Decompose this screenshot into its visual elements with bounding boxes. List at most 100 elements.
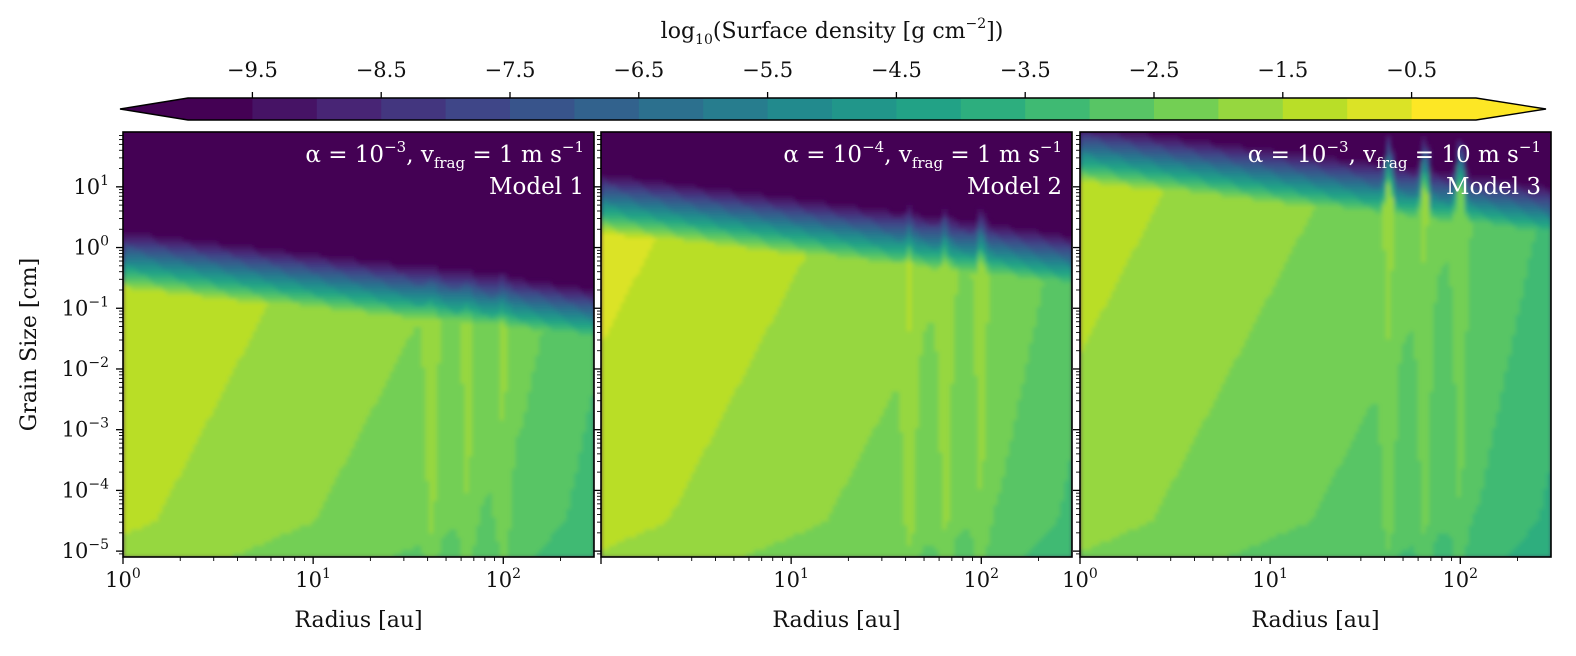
heatmap-cell (142, 273, 148, 279)
heatmap-cell (209, 411, 215, 417)
heatmap-cell (138, 548, 144, 554)
heatmap-cell (217, 370, 222, 376)
heatmap-cell (174, 455, 179, 461)
heatmap-cell (299, 285, 305, 291)
heatmap-cell (174, 524, 179, 530)
heatmap-cell (268, 322, 273, 328)
heatmap-cell (185, 540, 191, 546)
heatmap-cell (315, 302, 321, 307)
heatmap-cell (142, 544, 148, 550)
heatmap-cell (201, 520, 207, 526)
heatmap-cell (362, 552, 368, 557)
heatmap-cell (123, 463, 128, 469)
heatmap-cell (150, 476, 156, 481)
heatmap-cell (225, 528, 230, 534)
heatmap-cell (334, 415, 340, 421)
heatmap-cell (256, 285, 262, 291)
heatmap-cell (264, 536, 270, 542)
heatmap-cell (358, 366, 364, 372)
heatmap-cell (189, 253, 195, 259)
heatmap-cell (315, 265, 321, 271)
heatmap-cell (244, 443, 250, 449)
heatmap-cell (295, 382, 301, 388)
heatmap-cell (166, 362, 171, 368)
heatmap-cell (154, 435, 160, 441)
heatmap-cell (354, 387, 360, 392)
heatmap-cell (264, 277, 270, 283)
heatmap-cell (225, 265, 230, 271)
heatmap-cell (142, 302, 148, 307)
heatmap-cell (260, 532, 266, 538)
heatmap-cell (217, 459, 222, 465)
heatmap-cell (295, 415, 301, 421)
heatmap-cell (268, 407, 273, 413)
heatmap-cell (217, 467, 222, 473)
heatmap-cell (287, 338, 293, 344)
heatmap-cell (362, 500, 368, 506)
heatmap-cell (240, 472, 246, 477)
heatmap-cell (236, 306, 242, 311)
heatmap-cell (283, 467, 289, 473)
heatmap-cell (244, 540, 250, 546)
heatmap-cell (177, 362, 183, 368)
heatmap-cell (334, 411, 340, 417)
heatmap-cell (240, 423, 246, 429)
heatmap-cell (276, 399, 281, 404)
heatmap-cell (228, 378, 234, 384)
heatmap-cell (225, 403, 230, 409)
heatmap-cell (177, 330, 183, 336)
heatmap-cell (331, 500, 336, 506)
heatmap-cell (197, 427, 203, 433)
heatmap-cell (280, 342, 285, 348)
heatmap-cell (362, 265, 368, 271)
heatmap-cell (366, 484, 372, 489)
heatmap-cell (244, 297, 250, 303)
heatmap-cell (123, 512, 128, 518)
heatmap-cell (370, 472, 375, 477)
heatmap-cell (123, 431, 128, 437)
heatmap-cell (205, 387, 211, 392)
heatmap-cell (236, 484, 242, 489)
heatmap-cell (201, 249, 207, 255)
heatmap-cell (256, 346, 262, 352)
heatmap-cell (283, 451, 289, 457)
heatmap-cell (272, 366, 277, 372)
heatmap-cell (236, 544, 242, 550)
heatmap-cell (221, 508, 226, 514)
heatmap-cell (134, 423, 140, 429)
heatmap-cell (323, 536, 328, 542)
heatmap-cell (240, 548, 246, 554)
heatmap-cell (358, 346, 364, 352)
heatmap-cell (217, 277, 222, 283)
heatmap-cell (276, 467, 281, 473)
heatmap-cell (272, 451, 277, 457)
heatmap-cell (291, 293, 297, 299)
heatmap-cell (244, 427, 250, 433)
heatmap-cell (130, 411, 136, 417)
heatmap-cell (126, 488, 132, 494)
heatmap-cell (299, 293, 305, 299)
heatmap-cell (319, 306, 324, 311)
heatmap-cell (225, 310, 230, 315)
heatmap-cell (374, 500, 379, 506)
heatmap-cell (299, 548, 305, 554)
heatmap-cell (327, 310, 332, 315)
heatmap-cell (197, 362, 203, 368)
heatmap-cell (311, 370, 317, 376)
heatmap-cell (205, 516, 211, 522)
heatmap-cell (240, 302, 246, 307)
heatmap-cell (193, 269, 199, 275)
heatmap-cell (236, 488, 242, 494)
heatmap-cell (193, 354, 199, 360)
heatmap-cell (142, 289, 148, 295)
colorbar-level (1411, 98, 1477, 120)
heatmap-cell (346, 314, 352, 319)
heatmap-cell (213, 407, 218, 413)
heatmap-cell (197, 500, 203, 506)
colorbar-level (1218, 98, 1284, 120)
heatmap-cell (130, 378, 136, 384)
heatmap-cell (374, 419, 379, 425)
heatmap-cell (334, 407, 340, 413)
heatmap-cell (327, 415, 332, 421)
heatmap-cell (311, 467, 317, 473)
